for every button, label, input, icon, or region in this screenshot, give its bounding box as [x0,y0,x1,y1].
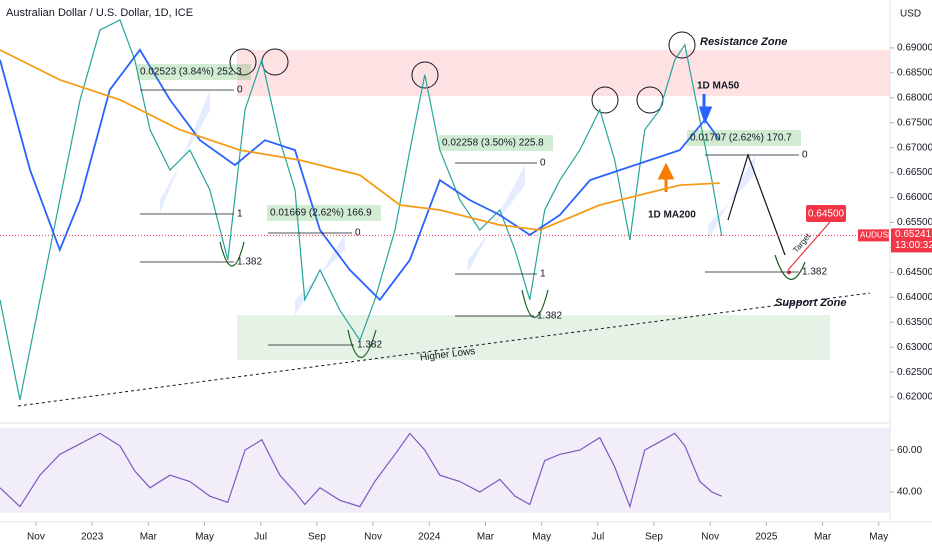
target-arrow [787,221,831,271]
annotation: Support Zone [775,297,847,309]
measure-label-bg [687,130,801,146]
y-tick-label: 0.66000 [897,192,932,203]
series-line [0,19,723,401]
x-tick-label: Nov [701,532,719,543]
fib-label: 0 [540,158,546,169]
y-tick-label: 0.66500 [897,167,932,178]
fib-label: 1.382 [237,257,262,268]
fib-label: 0 [355,228,361,239]
ma50-arrow [698,94,713,125]
low-arcs [219,241,806,359]
chart-title: Australian Dollar / U.S. Dollar, 1D, ICE [6,7,193,19]
y-tick-label: 0.63000 [897,342,932,353]
x-tick-label: Sep [645,532,663,543]
target-point [787,270,791,275]
x-tick-label: May [195,532,214,543]
y-tick-label: 0.69000 [897,43,932,54]
x-tick-label: Jul [254,532,267,543]
y-tick-label: 0.65500 [897,217,932,228]
y-tick-label: 40.00 [897,487,922,498]
y-tick-label: 0.67000 [897,142,932,153]
x-tick-label: Nov [27,532,45,543]
x-tick-label: Jul [591,532,604,543]
y-tick-label: 0.67500 [897,117,932,128]
series-line [0,432,722,509]
x-tick-label: 2024 [418,532,441,543]
ma200-label: 1D MA200 [648,210,696,221]
target-box [806,205,846,222]
trend-line [17,292,871,407]
countdown: 13:00:32 [895,240,932,251]
x-tick-label: Nov [364,532,382,543]
x-tick-label: May [532,532,551,543]
fib-label: 0 [802,150,808,161]
annotation: 0.01669 (2.62%) 166.9 [270,208,372,219]
fib-label: 1.382 [802,267,827,278]
ma-line [0,48,721,302]
peak-circles [229,31,696,114]
series-name: AUDUSD [860,230,894,239]
annotation: Resistance Zone [700,36,787,48]
ma-line [0,49,720,231]
y-tick-label: 0.64500 [897,267,932,278]
fib-label: 1.382 [537,311,562,322]
fib-label: 1 [540,269,546,280]
x-tick-label: Mar [140,532,158,543]
rsi-band [0,428,890,513]
last-price-label: 0.65241 [895,229,932,240]
price-tag [891,228,932,253]
fib-label: 0 [237,85,243,96]
y-tick-label: 0.64000 [897,292,932,303]
y-tick-label: 60.00 [897,445,922,456]
x-tick-label: Mar [477,532,495,543]
y-tick-label: 0.63500 [897,317,932,328]
ma50-label: 1D MA50 [697,81,740,92]
axis-unit: USD [900,9,921,20]
x-tick-label: 2025 [755,532,778,543]
y-tick-label: 0.68500 [897,67,932,78]
x-tick-label: Sep [308,532,326,543]
measure-label-bg [137,64,251,80]
measure-label-bg [439,135,553,151]
annotation: 0.02258 (3.50%) 225.8 [442,138,544,149]
annotation: 0.02523 (3.84%) 252.3 [140,67,242,78]
y-tick-label: 0.68000 [897,92,932,103]
fib-label: 1 [237,209,243,220]
support-zone [237,315,830,360]
x-tick-label: 2023 [81,532,104,543]
series-tag [858,229,889,242]
fib-label: 1.382 [357,340,382,351]
annotation: 0.01707 (2.62%) 170.7 [690,133,792,144]
target-label: 0.64500 [808,209,845,220]
y-tick-label: 0.62500 [897,367,932,378]
x-tick-label: Mar [814,532,832,543]
measure-label-bg [267,205,381,221]
resistance-zone [237,50,890,96]
y-tick-label: 0.62000 [897,392,932,403]
x-tick-label: May [869,532,888,543]
